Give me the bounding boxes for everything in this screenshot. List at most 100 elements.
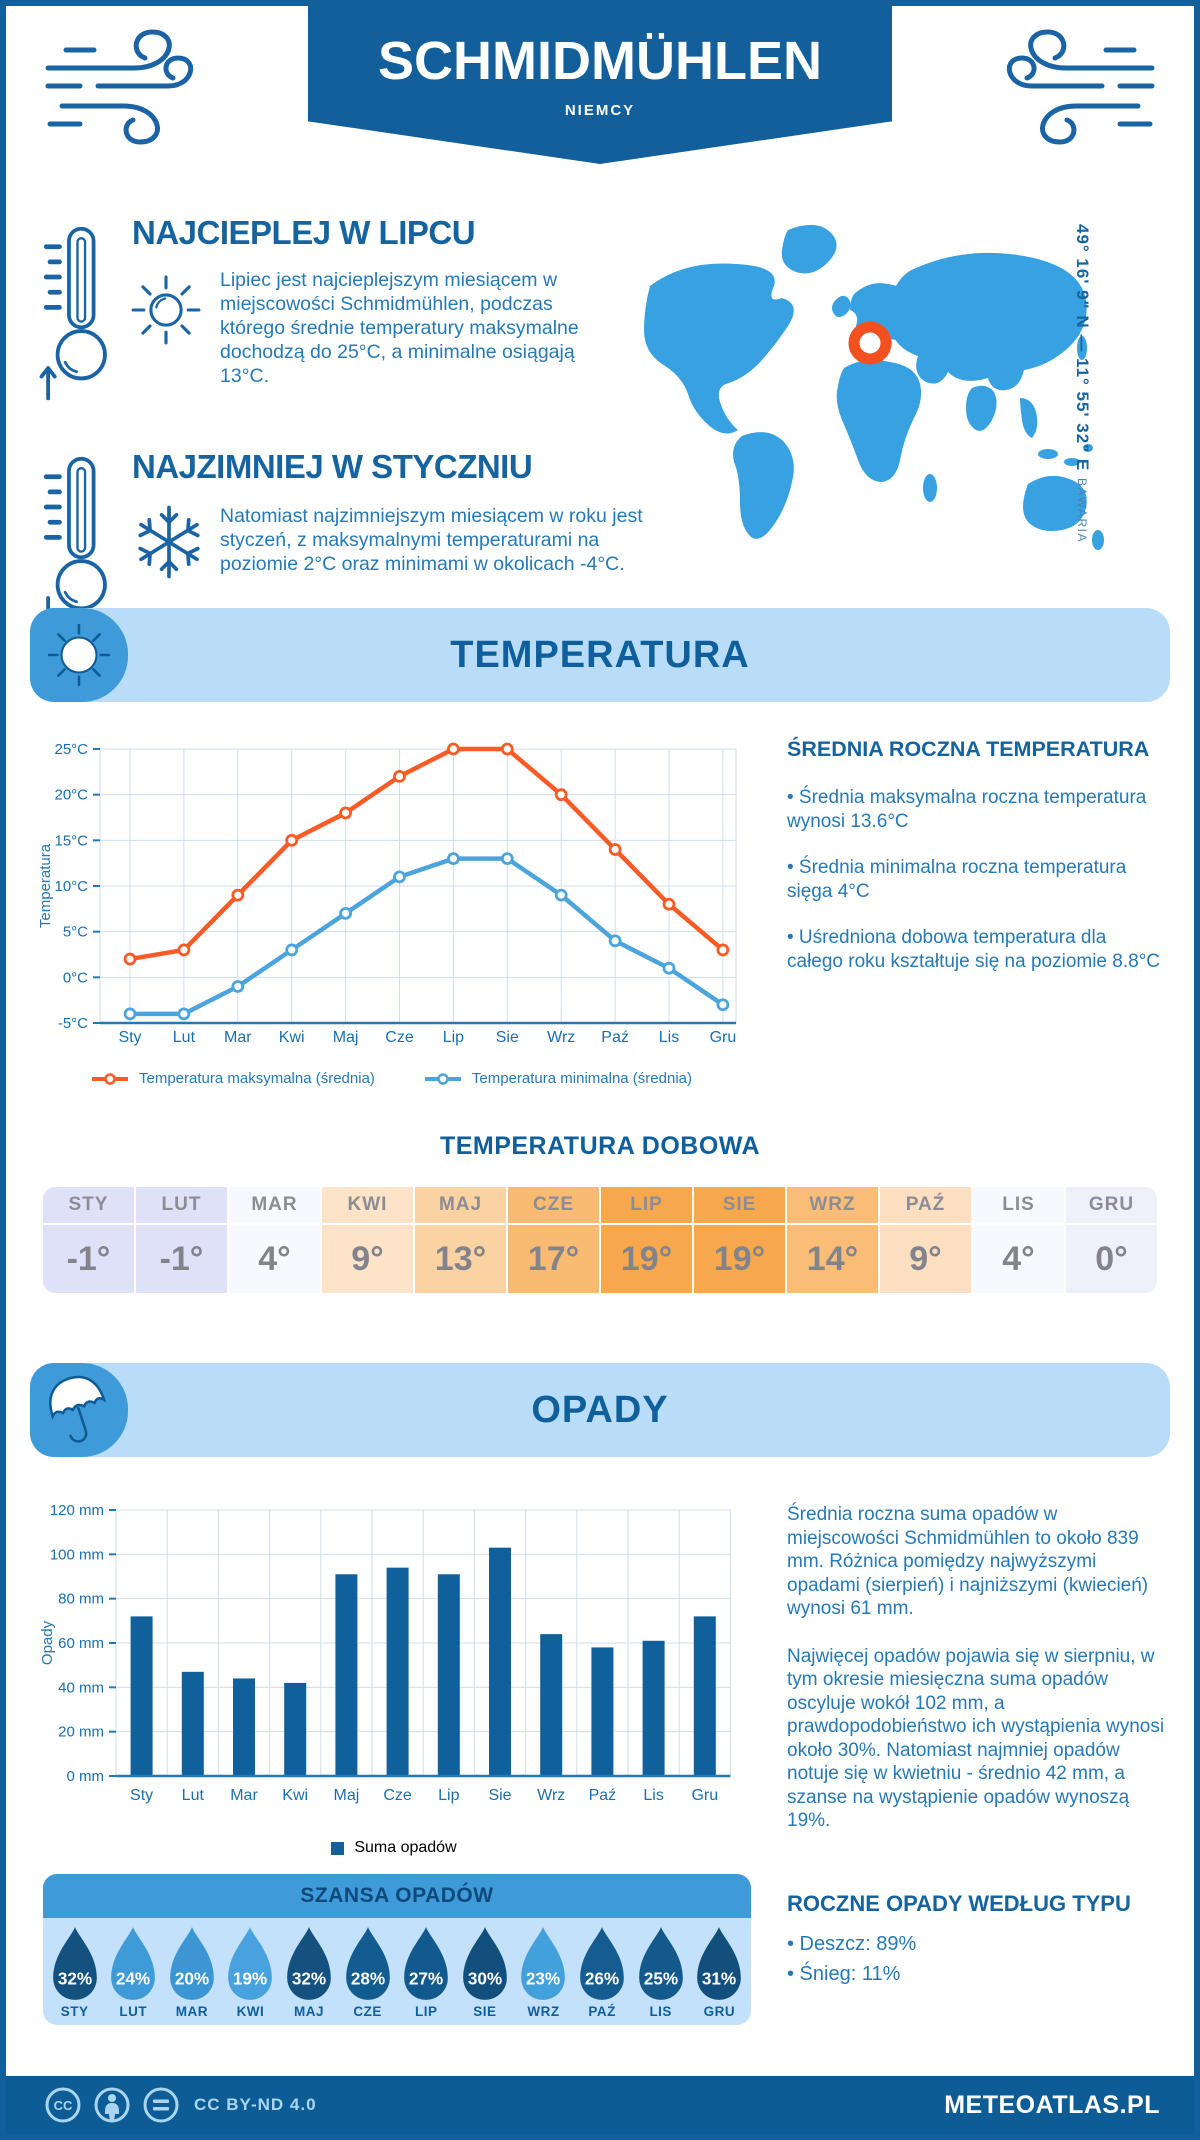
temperature-bullet: • Średnia minimalna roczna temperatura s…	[787, 857, 1127, 902]
legend-item: Temperatura minimalna (średnia)	[423, 1070, 692, 1087]
raindrop-month-label: KWI	[236, 2004, 265, 2019]
svg-text:32%: 32%	[292, 1968, 326, 1988]
bar-legend-label: Suma opadów	[354, 1839, 457, 1856]
precip-type-bullet: • Śnieg: 11%	[787, 1963, 901, 1985]
warmest-text: Lipiec jest najcieplejszym miesiącem w m…	[220, 269, 579, 387]
table-value-cell: 4°	[229, 1225, 320, 1293]
svg-text:Gru: Gru	[691, 1787, 718, 1804]
svg-text:20 mm: 20 mm	[58, 1724, 104, 1741]
temperature-line-chart: -5°C 0°C 5°C 10°C 15°C 20°C 25°C Sty Lut Mar Kwi Ma…	[37, 741, 737, 1046]
page-title: SCHMIDMÜHLEN	[378, 31, 822, 91]
temperature-bullet: • Uśredniona dobowa temperatura dla całe…	[787, 927, 1161, 972]
precipitation-banner: OPADY	[30, 1363, 1170, 1457]
table-header-cell: WRZ	[787, 1187, 878, 1223]
coldest-text: Natomiast najzimniejszym miesiącem w rok…	[220, 505, 643, 575]
svg-text:25%: 25%	[644, 1968, 678, 1988]
sun-banner-icon	[47, 623, 111, 687]
cc-nd-icon	[143, 2087, 179, 2123]
precipitation-paragraph: Najwięcej opadów pojawia się w sierpniu,…	[787, 1645, 1165, 1832]
raindrop: 25% LIS	[634, 1925, 688, 2019]
table-value-cell: 4°	[973, 1225, 1064, 1293]
raindrop-month-label: STY	[60, 2004, 89, 2019]
svg-text:0°C: 0°C	[63, 969, 88, 986]
table-value-cell: 19°	[694, 1225, 785, 1293]
raindrop: 32% MAJ	[282, 1925, 336, 2019]
svg-text:60 mm: 60 mm	[58, 1635, 104, 1652]
sun-icon	[131, 275, 201, 345]
header-banner: SCHMIDMÜHLEN NIEMCY	[308, 6, 892, 164]
raindrop: 19% KWI	[223, 1925, 277, 2019]
svg-text:0 mm: 0 mm	[67, 1768, 105, 1785]
annual-temperature-panel: ŚREDNIA ROCZNA TEMPERATURA • Średnia mak…	[787, 737, 1167, 996]
table-header-cell: LUT	[136, 1187, 227, 1223]
precipitation-banner-icon-area	[30, 1363, 128, 1457]
svg-text:26%: 26%	[585, 1968, 619, 1988]
svg-text:100 mm: 100 mm	[50, 1546, 104, 1563]
svg-text:20°C: 20°C	[54, 787, 88, 804]
raindrop-month-label: LIS	[649, 2004, 672, 2019]
table-value-cell: 14°	[787, 1225, 878, 1293]
daily-temperature-table: STY LUT MAR KWI MAJ CZE LIP SIE WRZ PAŹ LIS GRU -1° -…	[43, 1187, 1157, 1293]
svg-text:Paź: Paź	[589, 1787, 617, 1804]
svg-text:Wrz: Wrz	[547, 1029, 575, 1046]
raindrop-month-label: PAŹ	[588, 2004, 616, 2019]
svg-text:Lis: Lis	[659, 1029, 679, 1046]
raindrop-month-label: LIP	[415, 2004, 438, 2019]
svg-text:23%: 23%	[526, 1968, 560, 1988]
table-value-cell: 13°	[415, 1225, 506, 1293]
svg-text:27%: 27%	[409, 1968, 443, 1988]
svg-text:Sty: Sty	[130, 1787, 153, 1804]
raindrop: 24% LUT	[106, 1925, 160, 2019]
svg-text:Lis: Lis	[643, 1787, 663, 1804]
raindrop-month-label: GRU	[703, 2004, 736, 2019]
bar-chart-legend: Suma opadów	[36, 1839, 752, 1857]
svg-text:80 mm: 80 mm	[58, 1591, 104, 1608]
umbrella-icon	[49, 1375, 107, 1443]
raindrop: 32% STY	[48, 1925, 102, 2019]
coordinates-block: 49° 16' 9" N — 11° 55' 32" E BAWARIA	[1072, 224, 1092, 564]
raindrop: 31% GRU	[692, 1925, 746, 2019]
svg-text:Maj: Maj	[334, 1787, 360, 1804]
page-subtitle: NIEMCY	[564, 102, 636, 119]
location-marker	[848, 321, 892, 365]
chance-panel: SZANSA OPADÓW 32% STY 24% LUT 20% MAR 19% KWI 32…	[43, 1874, 751, 2025]
svg-text:10°C: 10°C	[54, 878, 88, 895]
svg-text:31%: 31%	[702, 1968, 736, 1988]
precip-type-bullet: • Deszcz: 89%	[787, 1933, 917, 1955]
region-label: BAWARIA	[1075, 477, 1089, 543]
table-header-cell: STY	[43, 1187, 134, 1223]
svg-text:120 mm: 120 mm	[50, 1502, 104, 1519]
coldest-heading: NAJZIMNIEJ W STYCZNIU	[132, 448, 533, 485]
annual-temperature-heading: ŚREDNIA ROCZNA TEMPERATURA	[787, 737, 1150, 761]
temperature-section-title: TEMPERATURA	[450, 633, 750, 676]
precipitation-bar-chart: 0 mm 20 mm 40 mm 60 mm 80 mm 100 mm 120 mm Sty L…	[39, 1502, 731, 1804]
svg-text:Lut: Lut	[182, 1787, 205, 1804]
legend-item: Temperatura maksymalna (średnia)	[90, 1070, 375, 1087]
raindrop: 26% PAŹ	[575, 1925, 629, 2019]
snowflake-icon	[138, 505, 200, 579]
svg-text:Maj: Maj	[333, 1029, 359, 1046]
svg-text:19%: 19%	[233, 1968, 267, 1988]
svg-text:40 mm: 40 mm	[58, 1679, 104, 1696]
wind-icon-right	[1006, 29, 1155, 145]
table-header-cell: LIP	[601, 1187, 692, 1223]
annual-precip-type-heading: ROCZNE OPADY WEDŁUG TYPU	[787, 1891, 1131, 1916]
raindrop-month-label: SIE	[473, 2004, 497, 2019]
warmest-heading: NAJCIEPLEJ W LIPCU	[132, 214, 476, 251]
world-map	[644, 224, 1104, 550]
svg-text:Mar: Mar	[230, 1787, 258, 1804]
legend-square	[331, 1841, 345, 1855]
precipitation-section-title: OPADY	[531, 1388, 669, 1431]
temperature-bullets: • Średnia maksymalna roczna temperatura …	[787, 786, 1167, 973]
precipitation-paragraphs: Średnia roczna suma opadów w miejscowośc…	[787, 1503, 1173, 1833]
temperature-banner-icon-area	[30, 608, 128, 702]
svg-text:Paź: Paź	[601, 1029, 629, 1046]
svg-text:-5°C: -5°C	[58, 1015, 88, 1032]
temperature-banner: TEMPERATURA	[30, 608, 1170, 702]
svg-text:28%: 28%	[350, 1968, 384, 1988]
raindrop-month-label: MAJ	[294, 2004, 325, 2019]
license-text: CC BY-ND 4.0	[194, 2095, 317, 2114]
svg-text:Lut: Lut	[173, 1029, 196, 1046]
svg-text:Temperatura: Temperatura	[37, 843, 54, 928]
